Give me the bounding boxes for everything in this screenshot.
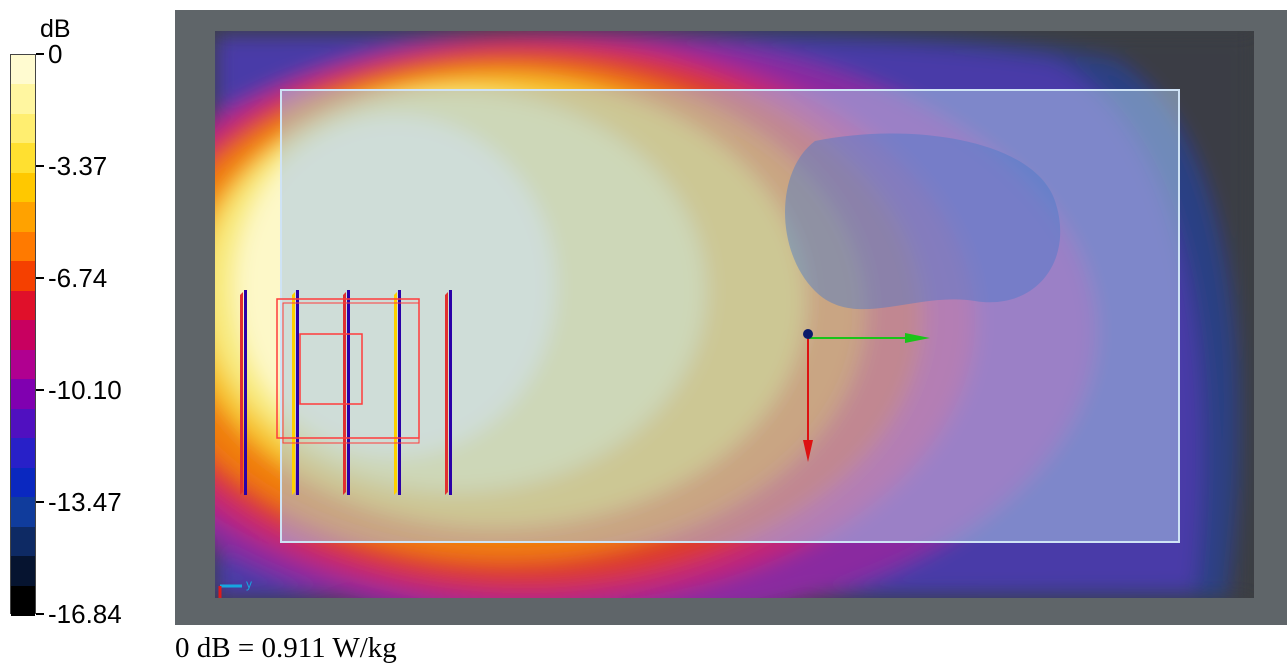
colorbar-swatch <box>11 290 35 322</box>
colorbar-tick-mark <box>36 500 44 503</box>
colorbar-swatch <box>11 143 35 174</box>
colorbar-tick-label: -16.84 <box>48 599 122 629</box>
colorbar-swatch <box>11 231 35 263</box>
coordinate-triad: y <box>218 577 252 598</box>
colorbar-swatch <box>11 526 35 558</box>
colorbar-swatch <box>11 320 35 351</box>
phantom-blue-region <box>785 133 1061 310</box>
colorbar-swatch <box>11 84 35 115</box>
colorbar-swatch <box>11 497 35 528</box>
colorbar-tick-mark <box>36 277 44 280</box>
colorbar-swatch <box>11 202 35 233</box>
colorbar-tick-mark <box>36 613 44 615</box>
device-axes-marker <box>803 329 930 462</box>
colorbar-swatch <box>11 172 35 204</box>
colorbar-tick-label: -10.10 <box>48 374 122 405</box>
colorbar-swatch <box>11 261 35 292</box>
colorbar-tick-mark <box>36 53 44 55</box>
sar-plot-area: y <box>215 31 1254 598</box>
colorbar-swatch <box>11 379 35 410</box>
colorbar-unit: dB <box>40 15 71 43</box>
colorbar-swatch <box>11 585 35 616</box>
sar-heatmap: y <box>215 31 1254 598</box>
sar-reference-caption: 0 dB = 0.911 W/kg <box>175 632 397 664</box>
colorbar-swatch <box>11 113 35 145</box>
colorbar-gradient <box>10 54 36 616</box>
antenna-elements <box>240 290 452 495</box>
colorbar-tick-label: 0 <box>48 39 63 69</box>
colorbar-swatch <box>11 349 35 381</box>
colorbar-tick-label: -6.74 <box>48 263 108 294</box>
sar-plot-frame: y <box>175 10 1287 625</box>
colorbar-swatch <box>11 467 35 499</box>
colorbar-tick-label: -3.37 <box>48 151 108 182</box>
colorbar-tick-mark <box>36 388 44 391</box>
phantom-rect <box>280 89 1180 543</box>
colorbar-swatch <box>11 55 35 86</box>
phantom-overlay <box>280 89 1180 543</box>
colorbar-tick-mark <box>36 165 44 168</box>
colorbar-tick-label: -13.47 <box>48 486 122 517</box>
colorbar-swatch <box>11 408 35 440</box>
colorbar-swatch <box>11 556 35 587</box>
colorbar-swatch <box>11 438 35 469</box>
triad-y-label: y <box>246 577 252 591</box>
